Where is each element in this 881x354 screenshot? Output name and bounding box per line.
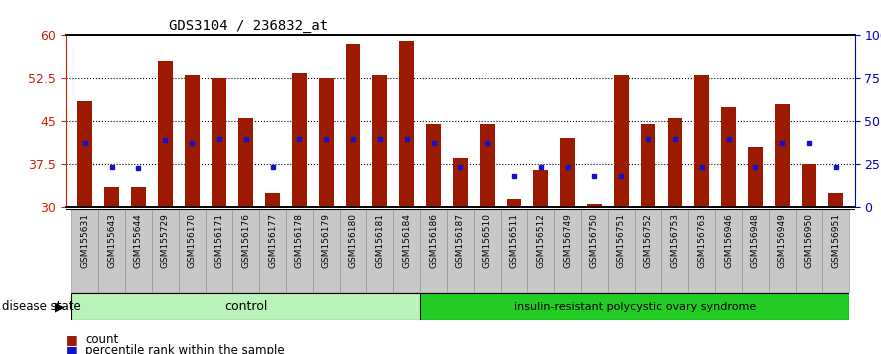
- Text: GSM155644: GSM155644: [134, 213, 143, 268]
- FancyBboxPatch shape: [233, 209, 259, 292]
- Bar: [158, 61, 173, 207]
- Bar: [131, 187, 146, 207]
- Bar: [211, 78, 226, 207]
- Bar: [774, 104, 789, 207]
- Bar: [453, 159, 468, 207]
- Text: GSM156512: GSM156512: [537, 213, 545, 268]
- FancyBboxPatch shape: [152, 209, 179, 292]
- Text: GSM156510: GSM156510: [483, 213, 492, 268]
- Text: count: count: [85, 333, 119, 346]
- Text: GSM156178: GSM156178: [295, 213, 304, 268]
- Text: GSM156170: GSM156170: [188, 213, 196, 268]
- Bar: [292, 73, 307, 207]
- Bar: [426, 124, 440, 207]
- Text: GSM156950: GSM156950: [804, 213, 813, 268]
- Bar: [480, 124, 494, 207]
- FancyBboxPatch shape: [608, 209, 634, 292]
- Text: GSM156186: GSM156186: [429, 213, 438, 268]
- Bar: [239, 118, 253, 207]
- FancyBboxPatch shape: [99, 209, 125, 292]
- Bar: [533, 170, 548, 207]
- FancyBboxPatch shape: [340, 209, 366, 292]
- FancyBboxPatch shape: [742, 209, 769, 292]
- FancyBboxPatch shape: [420, 293, 849, 320]
- Bar: [399, 41, 414, 207]
- Bar: [185, 75, 199, 207]
- Text: GSM156180: GSM156180: [349, 213, 358, 268]
- Text: GSM155643: GSM155643: [107, 213, 116, 268]
- FancyBboxPatch shape: [366, 209, 393, 292]
- FancyBboxPatch shape: [179, 209, 205, 292]
- Bar: [668, 118, 682, 207]
- Text: GSM156753: GSM156753: [670, 213, 679, 268]
- FancyBboxPatch shape: [393, 209, 420, 292]
- Text: GSM156749: GSM156749: [563, 213, 572, 268]
- FancyBboxPatch shape: [822, 209, 849, 292]
- Text: GSM156763: GSM156763: [697, 213, 707, 268]
- Bar: [694, 75, 709, 207]
- Text: ■: ■: [66, 333, 78, 346]
- Text: control: control: [224, 300, 268, 313]
- Text: ■: ■: [66, 344, 78, 354]
- Text: ▶: ▶: [56, 300, 64, 313]
- FancyBboxPatch shape: [528, 209, 554, 292]
- Bar: [587, 204, 602, 207]
- FancyBboxPatch shape: [688, 209, 715, 292]
- Text: GSM156181: GSM156181: [375, 213, 384, 268]
- FancyBboxPatch shape: [715, 209, 742, 292]
- FancyBboxPatch shape: [500, 209, 528, 292]
- FancyBboxPatch shape: [447, 209, 474, 292]
- FancyBboxPatch shape: [662, 209, 688, 292]
- Text: GSM156176: GSM156176: [241, 213, 250, 268]
- FancyBboxPatch shape: [581, 209, 608, 292]
- FancyBboxPatch shape: [286, 209, 313, 292]
- FancyBboxPatch shape: [313, 209, 340, 292]
- Text: GSM156946: GSM156946: [724, 213, 733, 268]
- Bar: [802, 164, 817, 207]
- FancyBboxPatch shape: [796, 209, 822, 292]
- Text: percentile rank within the sample: percentile rank within the sample: [85, 344, 285, 354]
- Text: GSM156750: GSM156750: [590, 213, 599, 268]
- Bar: [319, 78, 334, 207]
- FancyBboxPatch shape: [554, 209, 581, 292]
- Bar: [507, 199, 522, 207]
- Text: GSM156752: GSM156752: [643, 213, 653, 268]
- Bar: [748, 147, 763, 207]
- FancyBboxPatch shape: [71, 293, 420, 320]
- Bar: [345, 44, 360, 207]
- Text: GSM156184: GSM156184: [403, 213, 411, 268]
- Text: GSM155729: GSM155729: [161, 213, 170, 268]
- Bar: [614, 75, 629, 207]
- Bar: [560, 138, 575, 207]
- Text: GSM156187: GSM156187: [455, 213, 465, 268]
- Text: GSM156179: GSM156179: [322, 213, 330, 268]
- Text: GSM156948: GSM156948: [751, 213, 759, 268]
- FancyBboxPatch shape: [125, 209, 152, 292]
- Text: GSM156951: GSM156951: [832, 213, 840, 268]
- Bar: [828, 193, 843, 207]
- FancyBboxPatch shape: [769, 209, 796, 292]
- FancyBboxPatch shape: [420, 209, 447, 292]
- FancyBboxPatch shape: [71, 209, 99, 292]
- Text: GSM156751: GSM156751: [617, 213, 626, 268]
- Bar: [104, 187, 119, 207]
- Bar: [265, 193, 280, 207]
- Text: insulin-resistant polycystic ovary syndrome: insulin-resistant polycystic ovary syndr…: [514, 302, 756, 312]
- Text: GSM156177: GSM156177: [268, 213, 278, 268]
- FancyBboxPatch shape: [474, 209, 500, 292]
- FancyBboxPatch shape: [259, 209, 286, 292]
- Bar: [373, 75, 388, 207]
- Bar: [722, 107, 736, 207]
- Text: GDS3104 / 236832_at: GDS3104 / 236832_at: [168, 19, 328, 33]
- Text: GSM156171: GSM156171: [214, 213, 224, 268]
- FancyBboxPatch shape: [634, 209, 662, 292]
- Bar: [78, 101, 93, 207]
- Text: GSM156949: GSM156949: [778, 213, 787, 268]
- Text: disease state: disease state: [2, 300, 80, 313]
- Bar: [640, 124, 655, 207]
- FancyBboxPatch shape: [205, 209, 233, 292]
- Text: GSM156511: GSM156511: [509, 213, 518, 268]
- Text: GSM155631: GSM155631: [80, 213, 89, 268]
